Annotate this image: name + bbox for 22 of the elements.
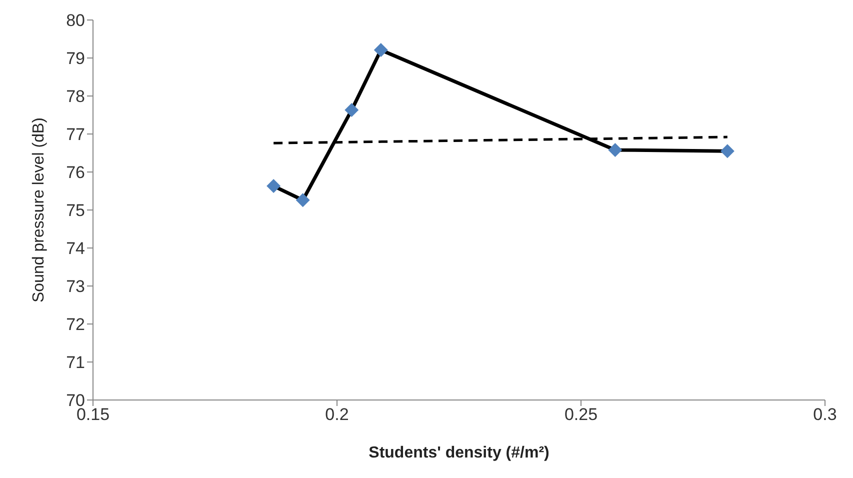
y-tick-label: 74	[66, 239, 85, 258]
y-tick-label: 78	[66, 87, 85, 106]
point	[344, 103, 359, 118]
y-axis-title: Sound pressure level (dB)	[30, 118, 48, 302]
point	[720, 144, 734, 158]
point	[266, 179, 281, 194]
y-tick-label: 76	[66, 163, 85, 182]
y-tick-label: 80	[66, 11, 85, 30]
point	[608, 142, 622, 157]
x-tick-label: 0.2	[325, 405, 349, 424]
y-tick-label: 77	[66, 125, 85, 144]
y-tick-label: 75	[66, 201, 85, 220]
x-axis-title: Students' density (#/m²)	[368, 444, 550, 462]
x-tick-label: 0.15	[76, 405, 110, 424]
x-tick-label: 0.3	[813, 405, 837, 424]
y-tick-label: 71	[66, 353, 85, 372]
point	[374, 43, 388, 58]
x-tick-label: 0.25	[564, 405, 598, 424]
y-tick-label: 72	[66, 315, 85, 334]
y-tick-label: 73	[66, 277, 85, 296]
point	[296, 193, 310, 208]
y-tick-label: 79	[66, 49, 85, 68]
